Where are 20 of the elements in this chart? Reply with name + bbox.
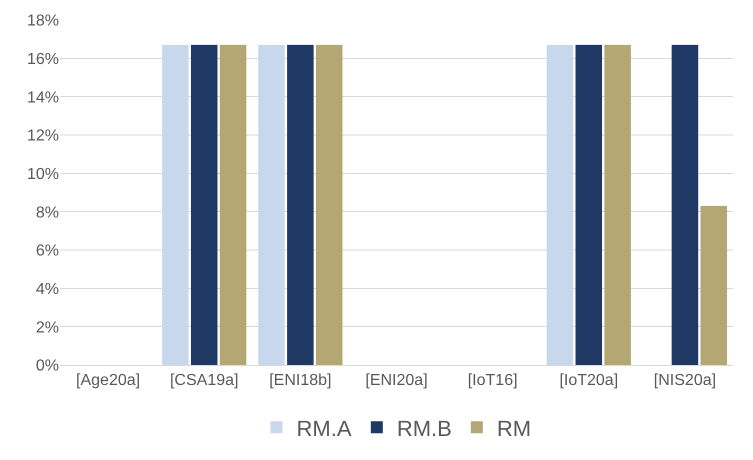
x-tick-label: [Age20a] [76, 372, 140, 390]
y-tick-label: 10% [26, 166, 59, 183]
x-tick-label: [NIS20a] [654, 372, 716, 390]
legend-label: RM.A [296, 416, 352, 441]
y-tick-label: 4% [36, 280, 59, 298]
y-tick-label: 18% [26, 12, 59, 30]
x-tick-label: [ENI20a] [365, 372, 428, 390]
y-tick-label: 6% [36, 242, 59, 260]
x-tick-label: [IoT16] [468, 372, 518, 390]
legend-label: RM.B [396, 416, 452, 441]
y-tick-label: 12% [26, 128, 59, 145]
y-tick-label: 8% [36, 204, 59, 222]
x-tick-label: [IoT20a] [559, 372, 618, 390]
x-tick-label: [ENI18b] [269, 372, 332, 390]
legend-label: RM [496, 416, 532, 441]
x-tick-label: [CSA19a] [170, 372, 238, 390]
y-tick-label: 14% [26, 89, 59, 106]
y-tick-label: 2% [36, 319, 59, 336]
y-tick-label: 0% [36, 358, 59, 375]
y-tick-label: 16% [26, 50, 59, 68]
